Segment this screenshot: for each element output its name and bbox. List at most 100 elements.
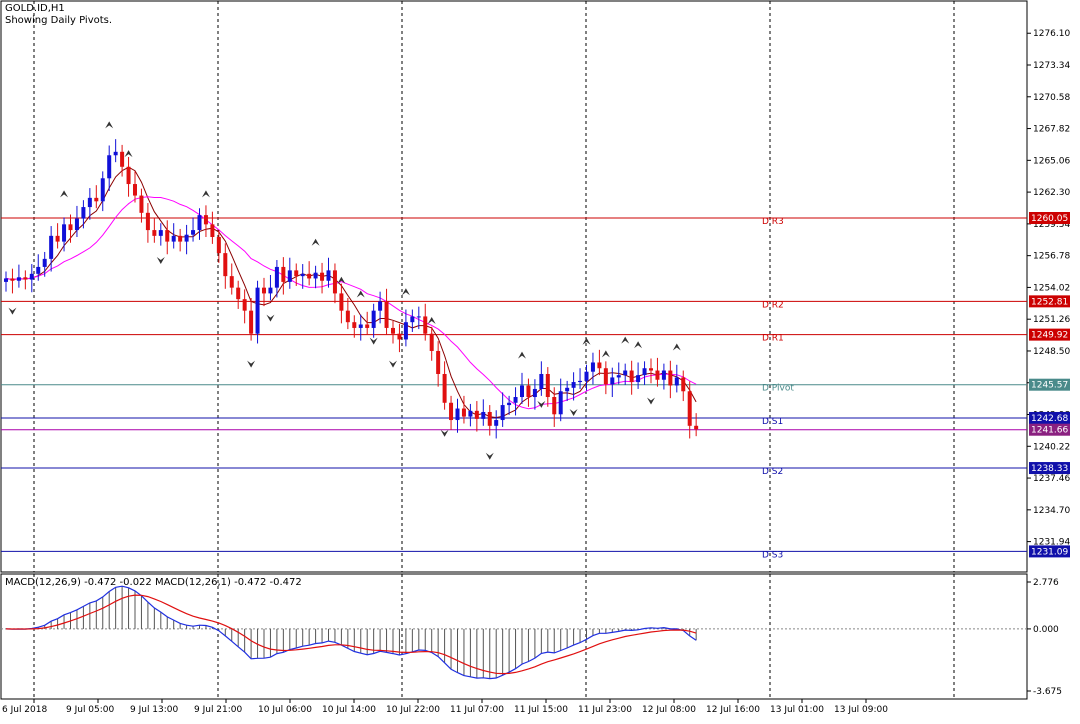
price-tick-label: 1265.06 — [1033, 156, 1070, 166]
current-price-label: 1241.66 — [1031, 426, 1068, 436]
pivot-price-label: 1242.68 — [1031, 414, 1068, 424]
fractal-up-arrow — [337, 276, 346, 284]
grid-layer — [33, 1, 955, 699]
fractal-down-arrow — [266, 314, 275, 322]
candle-body — [391, 327, 395, 334]
candle-body — [294, 270, 299, 277]
candle-body — [242, 299, 247, 311]
ma-fast-line — [5, 166, 697, 419]
candle-body — [468, 410, 473, 417]
time-tick-label: 12 Jul 08:00 — [642, 705, 696, 715]
pivot-label-s3: D S3 — [762, 550, 783, 560]
time-tick-label: 9 Jul 13:00 — [130, 705, 179, 715]
macd-layer — [1, 585, 1027, 680]
fractal-up-arrow — [634, 341, 643, 349]
candle-body — [507, 402, 512, 406]
candle-body — [539, 373, 544, 389]
candle-body — [274, 266, 279, 288]
pivot-price-box — [1029, 545, 1070, 558]
pivot-label-s2: D S2 — [762, 467, 783, 477]
price-axis: 1276.10 1273.34 1270.58 1267.82 1265.06 1262.… — [1027, 29, 1070, 697]
candle-body — [584, 371, 589, 381]
fractal-down-arrow — [369, 337, 378, 345]
macd-tick-label: 2.776 — [1033, 578, 1059, 588]
fractal-down-arrow — [569, 408, 578, 416]
candle-body — [307, 273, 312, 279]
price-tick-label: 1234.70 — [1033, 506, 1070, 516]
candle-body — [326, 270, 331, 281]
candle-body — [339, 293, 344, 311]
candle-body — [397, 333, 402, 340]
candle-body — [62, 224, 67, 242]
pivot-price-label: 1252.81 — [1031, 297, 1068, 307]
candle-body — [171, 235, 176, 242]
macd-tick-label: -3.675 — [1033, 687, 1062, 697]
fractal-down-arrow — [389, 360, 397, 368]
candle-body — [461, 408, 466, 417]
candle-body — [636, 375, 641, 383]
candle-body — [642, 368, 647, 376]
candle-body — [423, 316, 428, 334]
candle-body — [403, 322, 408, 340]
candle-body — [68, 224, 73, 231]
candle-body — [158, 230, 163, 236]
candle-body — [603, 368, 608, 385]
price-tick-label: 1231.94 — [1033, 538, 1070, 548]
price-tick-label: 1248.50 — [1033, 347, 1070, 357]
candle-body — [262, 287, 266, 294]
current-price-box — [1029, 423, 1070, 436]
candle-body — [526, 385, 531, 398]
candle-body — [165, 230, 170, 242]
candle-body — [145, 212, 150, 231]
candle-body — [687, 391, 692, 426]
price-tick-label: 1256.78 — [1033, 252, 1070, 262]
fractal-down-arrow — [440, 429, 449, 437]
moving-average-layer — [5, 166, 697, 419]
candle-body — [429, 333, 434, 351]
candle-body — [203, 215, 208, 225]
candle-body — [352, 322, 357, 328]
candle-body — [668, 370, 673, 386]
pivot-price-box — [1029, 328, 1070, 341]
time-tick-label: 13 Jul 01:00 — [770, 705, 824, 715]
candle-body — [152, 230, 157, 236]
candle-body — [520, 385, 524, 398]
pivot-price-label: 1231.09 — [1031, 547, 1068, 557]
price-tick-label: 1254.02 — [1033, 283, 1070, 293]
candle-body — [236, 287, 241, 300]
candle-body — [610, 377, 615, 385]
candle-body — [100, 178, 105, 202]
candle-body — [649, 368, 653, 371]
candle-body — [55, 235, 60, 242]
pivot-price-label: 1249.92 — [1031, 331, 1068, 341]
candle-body — [629, 370, 634, 383]
candle-body — [558, 391, 563, 415]
pivot-label-r2: D R2 — [762, 300, 784, 310]
candle-body — [474, 410, 479, 419]
candle-body — [287, 270, 292, 282]
candle-body — [313, 272, 318, 279]
candle-body — [139, 195, 144, 213]
candle-body — [623, 370, 628, 376]
pivot-price-box — [1029, 411, 1070, 424]
candle-body — [210, 224, 215, 237]
candle-body — [694, 425, 699, 430]
candle-body — [268, 287, 273, 294]
candle-body — [36, 266, 41, 274]
fractal-up-arrow — [60, 190, 69, 198]
candle-body — [358, 324, 363, 328]
candle-body — [281, 266, 286, 282]
candle-body — [49, 235, 54, 259]
price-tick-label: 1259.54 — [1033, 220, 1070, 230]
pivot-price-box — [1029, 295, 1070, 308]
price-tick-label: 1237.46 — [1033, 474, 1070, 484]
candle-body — [371, 310, 376, 328]
pivot-layer: D R3 D R2 D R1 D Pivot D S1 D S2 D S3 — [1, 217, 1027, 560]
fractal-down-arrow — [247, 360, 256, 368]
fractal-down-arrow — [537, 400, 546, 408]
macd-panel-frame — [0, 573, 1028, 700]
symbol-title: GOLD.ID,H1 — [5, 3, 65, 14]
macd-tick-label: 0.000 — [1033, 625, 1059, 635]
